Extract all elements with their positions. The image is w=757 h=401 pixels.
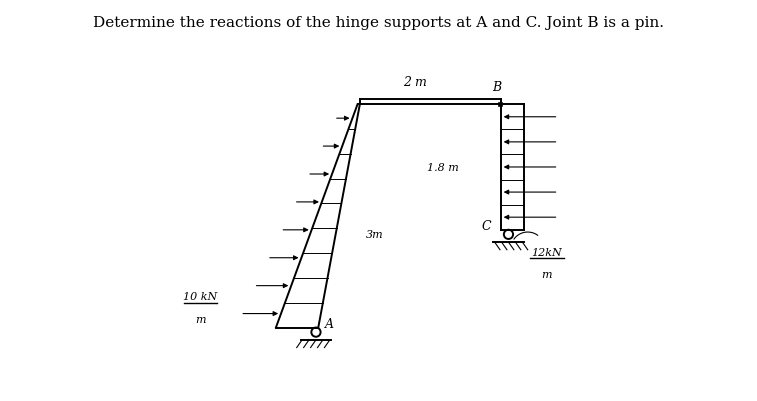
Text: 3m: 3m <box>366 229 384 239</box>
Text: m: m <box>195 314 206 324</box>
Text: 2 m: 2 m <box>403 76 427 89</box>
Text: 1.8 m: 1.8 m <box>427 162 459 172</box>
Text: 10 kN: 10 kN <box>183 292 217 302</box>
Text: Determine the reactions of the hinge supports at A and C. Joint B is a pin.: Determine the reactions of the hinge sup… <box>93 16 664 30</box>
Text: m: m <box>542 269 552 279</box>
Bar <box>499 103 503 107</box>
Text: A: A <box>326 317 334 330</box>
Text: C: C <box>482 220 491 233</box>
Text: 12kN: 12kN <box>531 247 562 257</box>
Text: B: B <box>492 80 501 93</box>
